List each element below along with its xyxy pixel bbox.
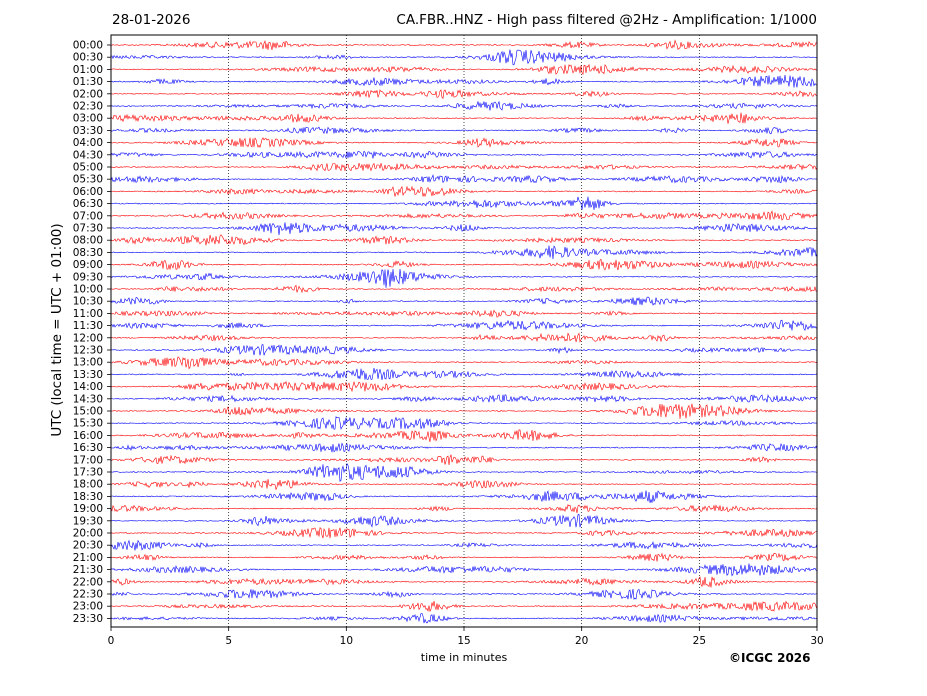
y-tick-label: 23:30 (73, 613, 103, 625)
trace-1230 (110, 344, 818, 356)
y-tick-label: 07:00 (73, 210, 103, 222)
y-tick-label: 02:00 (73, 88, 103, 100)
y-tick-label: 16:30 (73, 442, 103, 454)
vertical-gridlines (228, 35, 700, 627)
trace-0130 (110, 74, 818, 88)
y-tick-label: 06:00 (73, 186, 103, 198)
trace-0100 (110, 63, 818, 76)
copyright-label: ©ICGC 2026 (729, 651, 811, 665)
y-tick-label: 14:00 (73, 381, 103, 393)
trace-1000 (110, 284, 818, 294)
y-tick-label: 11:00 (73, 308, 103, 320)
y-tick-label: 03:30 (73, 125, 103, 137)
trace-1030 (110, 296, 818, 306)
y-tick-label: 21:30 (73, 564, 103, 576)
x-tick-label: 30 (810, 635, 823, 647)
y-tick-label: 00:00 (73, 40, 103, 52)
trace-1500 (110, 403, 818, 419)
y-tick-label: 13:00 (73, 357, 103, 369)
seismic-traces (110, 39, 818, 624)
y-tick-label: 01:00 (73, 64, 103, 76)
plot-title: CA.FBR..HNZ - High pass filtered @2Hz - … (396, 12, 817, 28)
trace-1730 (110, 462, 818, 482)
y-tick-label: 12:30 (73, 345, 103, 357)
y-tick-label: 10:30 (73, 296, 103, 308)
y-tick-label: 00:30 (73, 52, 103, 64)
y-tick-label: 13:30 (73, 369, 103, 381)
y-tick-label: 15:30 (73, 418, 103, 430)
trace-0000 (110, 39, 818, 50)
y-tick-label: 19:00 (73, 503, 103, 515)
x-tick-label: 10 (340, 635, 353, 647)
trace-1930 (110, 514, 818, 528)
trace-1130 (110, 319, 818, 331)
y-tick-label: 16:00 (73, 430, 103, 442)
trace-1800 (110, 478, 818, 491)
y-tick-label: 21:00 (73, 552, 103, 564)
trace-2230 (110, 588, 818, 600)
trace-2330 (110, 613, 818, 624)
y-tick-label: 15:00 (73, 406, 103, 418)
trace-1200 (110, 332, 818, 343)
trace-1830 (110, 490, 818, 503)
x-tick-label: 25 (693, 635, 706, 647)
x-tick-label: 5 (225, 635, 232, 647)
plot-frame (110, 34, 818, 628)
y-tick-label: 22:30 (73, 589, 103, 601)
x-tick-label: 15 (457, 635, 470, 647)
trace-0400 (110, 137, 818, 149)
trace-0530 (110, 174, 818, 184)
x-tick-label: 20 (575, 635, 588, 647)
y-tick-label: 05:00 (73, 162, 103, 174)
y-tick-label: 07:30 (73, 223, 103, 235)
y-tick-label: 02:30 (73, 101, 103, 113)
trace-0500 (110, 162, 818, 172)
trace-1600 (110, 429, 818, 443)
y-tick-label: 08:30 (73, 247, 103, 259)
y-tick-label: 03:00 (73, 113, 103, 125)
trace-1300 (110, 356, 818, 370)
trace-0330 (110, 126, 818, 135)
x-tick-label: 0 (108, 635, 115, 647)
y-tick-label: 14:30 (73, 393, 103, 405)
trace-0030 (110, 49, 818, 66)
y-tick-label: 17:30 (73, 467, 103, 479)
y-tick-label: 23:00 (73, 601, 103, 613)
y-tick-label: 04:30 (73, 149, 103, 161)
y-axis-ticks: 00:0000:3001:0001:3002:0002:3003:0003:30… (73, 40, 111, 625)
trace-1700 (110, 454, 817, 466)
x-axis-ticks: 0 5 10 15 20 25 30 (108, 627, 824, 647)
y-tick-label: 05:30 (73, 174, 103, 186)
trace-0230 (110, 100, 818, 111)
trace-0730 (110, 222, 818, 236)
y-tick-label: 01:30 (73, 76, 103, 88)
y-tick-label: 20:30 (73, 540, 103, 552)
trace-0700 (110, 210, 818, 221)
y-tick-label: 19:30 (73, 515, 103, 527)
trace-0200 (110, 89, 818, 99)
y-tick-label: 11:30 (73, 320, 103, 332)
y-tick-label: 12:00 (73, 332, 103, 344)
y-tick-label: 06:30 (73, 198, 103, 210)
y-tick-label: 18:30 (73, 491, 103, 503)
trace-0900 (110, 258, 818, 271)
plot-date: 28-01-2026 (112, 12, 191, 28)
y-tick-label: 09:30 (73, 271, 103, 283)
x-axis-label: time in minutes (420, 651, 508, 664)
y-axis-label: UTC (local time = UTC + 01:00) (49, 223, 65, 437)
trace-0930 (110, 268, 818, 288)
trace-0830 (110, 245, 818, 260)
y-tick-label: 17:00 (73, 454, 103, 466)
y-tick-label: 04:00 (73, 137, 103, 149)
y-tick-label: 18:00 (73, 479, 103, 491)
trace-1900 (110, 503, 818, 514)
y-tick-label: 10:00 (73, 284, 103, 296)
y-tick-label: 22:00 (73, 576, 103, 588)
trace-1630 (110, 442, 818, 453)
y-tick-label: 09:00 (73, 259, 103, 271)
y-tick-label: 08:00 (73, 235, 103, 247)
y-tick-label: 20:00 (73, 528, 103, 540)
